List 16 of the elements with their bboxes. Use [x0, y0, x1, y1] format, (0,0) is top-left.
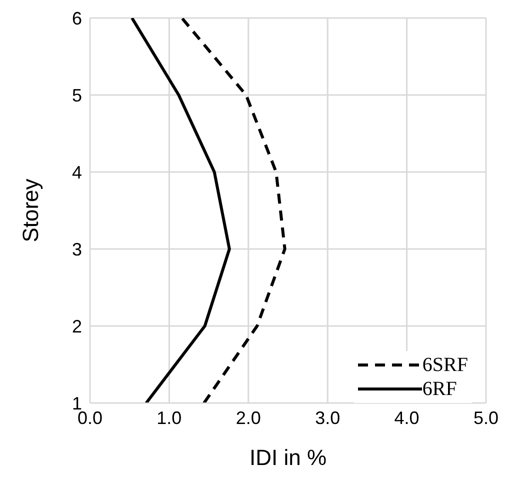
x-tick-label: 4.0	[394, 408, 420, 428]
y-tick-label: 6	[72, 8, 82, 28]
y-tick-label: 4	[72, 162, 82, 182]
x-tick-label: 5.0	[473, 408, 499, 428]
y-tick-label: 5	[72, 85, 82, 106]
line-series	[130, 18, 231, 403]
x-tick-label: 3.0	[315, 408, 340, 428]
legend-label: 6RF	[422, 377, 457, 401]
y-axis-title: Storey	[18, 178, 43, 242]
y-tick-label: 3	[72, 239, 82, 260]
x-axis-title: IDI in %	[249, 445, 327, 470]
line-series	[180, 18, 286, 403]
legend-label: 6SRF	[422, 353, 468, 377]
x-tick-label: 2.0	[236, 408, 261, 428]
x-tick-label: 1.0	[156, 408, 182, 428]
y-tick-label: 2	[72, 316, 82, 336]
